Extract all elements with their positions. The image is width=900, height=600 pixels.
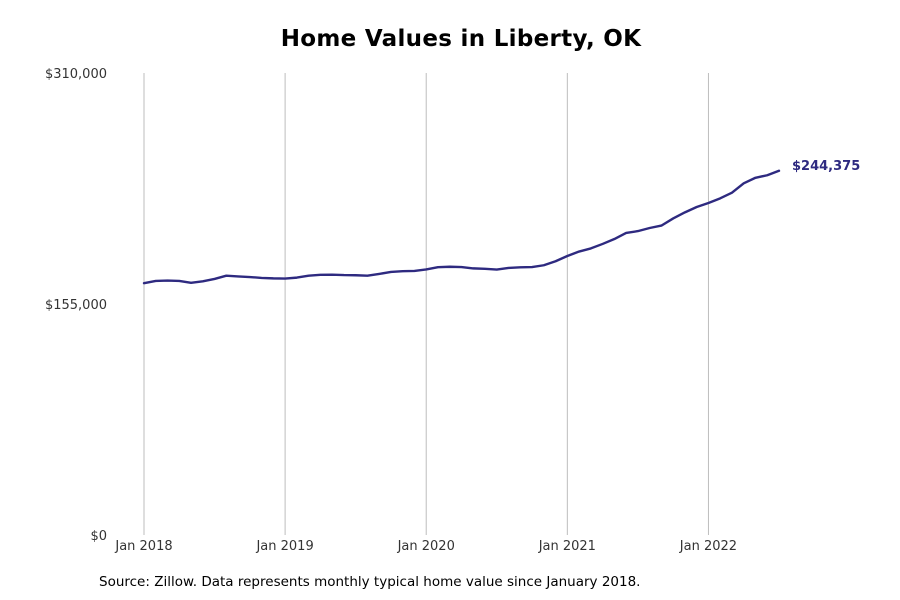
y-tick-label: $155,000 (45, 298, 107, 313)
x-axis-ticks: Jan 2018 Jan 2019 Jan 2020 Jan 2021 Jan 2022 (114, 539, 737, 554)
y-axis-ticks: $0 $155,000 $310,000 (45, 67, 107, 544)
x-tick-label: Jan 2021 (538, 539, 596, 554)
grid-lines (143, 73, 709, 535)
x-tick-label: Jan 2020 (397, 539, 455, 554)
y-tick-label: $310,000 (45, 67, 107, 82)
y-tick-label: $0 (90, 529, 107, 544)
series-layer (142, 169, 781, 285)
chart-title: Home Values in Liberty, OK (280, 26, 642, 52)
x-tick-label: Jan 2018 (114, 539, 172, 554)
end-value-label: $244,375 (792, 159, 860, 174)
series-line (142, 169, 781, 285)
end-label-layer: $244,375 (792, 159, 860, 174)
x-tick-label: Jan 2019 (255, 539, 313, 554)
x-tick-label: Jan 2022 (679, 539, 737, 554)
source-note: Source: Zillow. Data represents monthly … (99, 574, 641, 590)
